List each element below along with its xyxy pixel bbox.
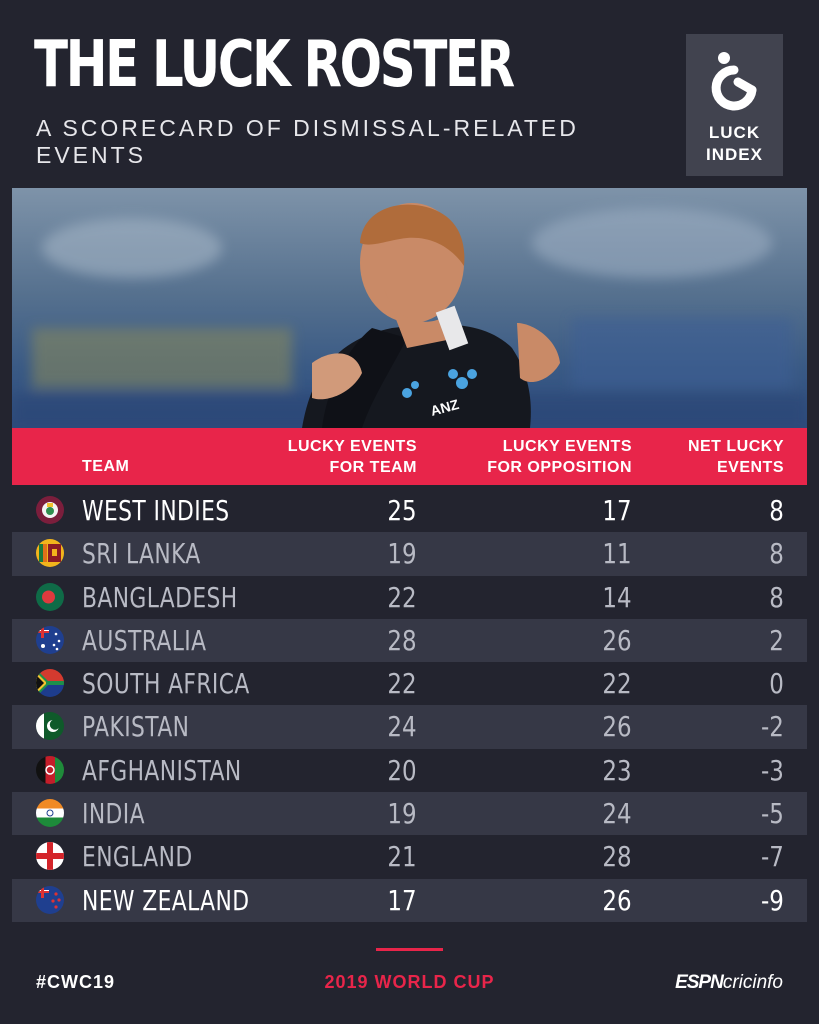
england-flag-icon xyxy=(36,842,64,871)
net-lucky-events: 0 xyxy=(769,667,784,701)
table-row: NEW ZEALAND 17 26 -9 xyxy=(12,878,807,922)
afghanistan-flag-icon xyxy=(36,755,64,784)
net-lucky-events: -9 xyxy=(761,883,784,917)
net-lucky-events: -3 xyxy=(761,753,784,787)
lucky-events-for-team: 25 xyxy=(387,494,417,527)
lucky-events-for-opposition: 23 xyxy=(602,753,632,787)
lucky-events-for-team: 24 xyxy=(387,710,417,744)
team-name: AUSTRALIA xyxy=(82,623,207,657)
lucky-events-for-team: 22 xyxy=(387,580,417,614)
team-name: AFGHANISTAN xyxy=(82,753,242,787)
team-name: ENGLAND xyxy=(82,840,193,874)
event-name: 2019 WORLD CUP xyxy=(324,972,495,992)
espncricinfo-logo: ESPNcricinfo xyxy=(675,972,783,993)
sri-lanka-flag-icon xyxy=(36,539,64,568)
luck-index-icon xyxy=(711,52,757,111)
column-header-team: TEAM xyxy=(82,458,130,475)
lucky-events-for-opposition: 17 xyxy=(602,494,632,527)
hero-photo: ANZ xyxy=(12,188,807,428)
pakistan-flag-icon xyxy=(36,712,64,741)
team-name: BANGLADESH xyxy=(82,580,238,614)
column-header-net-lucky: NET LUCKY EVENTS xyxy=(687,438,784,476)
page-subtitle: A SCORECARD OF DISMISSAL-RELATED EVENTS xyxy=(36,115,579,168)
table-row: WEST INDIES 25 17 8 xyxy=(12,489,807,532)
net-lucky-events: 8 xyxy=(769,580,784,614)
luck-table: WEST INDIES 25 17 8 SRI LANKA 19 11 8 BANGLADESH… xyxy=(12,489,807,922)
column-header-lucky-for-opposition: LUCKY EVENTS FOR OPPOSITION xyxy=(487,438,632,476)
net-lucky-events: -7 xyxy=(761,840,784,874)
team-name: PAKISTAN xyxy=(82,710,190,744)
team-name: SRI LANKA xyxy=(82,537,201,571)
south-africa-flag-icon xyxy=(36,669,64,698)
lucky-events-for-opposition: 26 xyxy=(602,883,632,917)
lucky-events-for-opposition: 11 xyxy=(602,537,632,571)
australia-flag-icon xyxy=(36,625,64,654)
table-row: AFGHANISTAN 20 23 -3 xyxy=(12,749,807,792)
bangladesh-flag-icon xyxy=(36,582,64,611)
lucky-events-for-opposition: 24 xyxy=(602,797,632,831)
lucky-events-for-team: 20 xyxy=(387,753,417,787)
lucky-events-for-opposition: 26 xyxy=(602,623,632,657)
luck-index-logo: LUCK INDEX xyxy=(686,34,783,176)
lucky-events-for-opposition: 28 xyxy=(602,840,632,874)
net-lucky-events: 8 xyxy=(769,494,784,527)
team-name: INDIA xyxy=(82,797,145,831)
page-title: THE LUCK ROSTER xyxy=(34,28,515,102)
column-header-lucky-for-team: LUCKY EVENTS FOR TEAM xyxy=(287,438,417,476)
table-row: BANGLADESH 22 14 8 xyxy=(12,576,807,619)
hashtag: #CWC19 xyxy=(36,972,116,992)
lucky-events-for-team: 28 xyxy=(387,623,417,657)
lucky-events-for-opposition: 26 xyxy=(602,710,632,744)
table-row: AUSTRALIA 28 26 2 xyxy=(12,618,807,663)
net-lucky-events: -5 xyxy=(761,797,784,831)
logo-line-2: INDEX xyxy=(706,145,763,164)
svg-text:ANZ: ANZ xyxy=(429,396,461,419)
table-row: PAKISTAN 24 26 -2 xyxy=(12,705,807,749)
table-row: SOUTH AFRICA 22 22 0 xyxy=(12,662,807,705)
logo-line-1: LUCK xyxy=(708,123,761,142)
team-name: NEW ZEALAND xyxy=(82,883,250,917)
lucky-events-for-team: 19 xyxy=(387,537,417,571)
table-row: ENGLAND 21 28 -7 xyxy=(12,835,807,878)
players-embrace-illustration: ANZ xyxy=(12,203,807,428)
net-lucky-events: 8 xyxy=(769,537,784,571)
table-row: SRI LANKA 19 11 8 xyxy=(12,532,807,576)
net-lucky-events: -2 xyxy=(761,710,784,744)
net-lucky-events: 2 xyxy=(769,623,784,657)
table-header: TEAM LUCKY EVENTS FOR TEAM LUCKY EVENTS FO… xyxy=(12,428,807,485)
lucky-events-for-team: 22 xyxy=(387,667,417,701)
new-zealand-flag-icon xyxy=(36,885,64,914)
lucky-events-for-opposition: 22 xyxy=(602,667,632,701)
india-flag-icon xyxy=(36,799,64,828)
west-indies-flag-icon xyxy=(36,496,64,524)
team-name: WEST INDIES xyxy=(82,494,230,527)
footer-divider xyxy=(376,948,443,951)
table-row: INDIA 19 24 -5 xyxy=(12,792,807,836)
lucky-events-for-team: 19 xyxy=(387,797,417,831)
lucky-events-for-team: 17 xyxy=(387,883,417,917)
lucky-events-for-opposition: 14 xyxy=(602,580,632,614)
team-name: SOUTH AFRICA xyxy=(82,667,250,701)
lucky-events-for-team: 21 xyxy=(387,840,417,874)
